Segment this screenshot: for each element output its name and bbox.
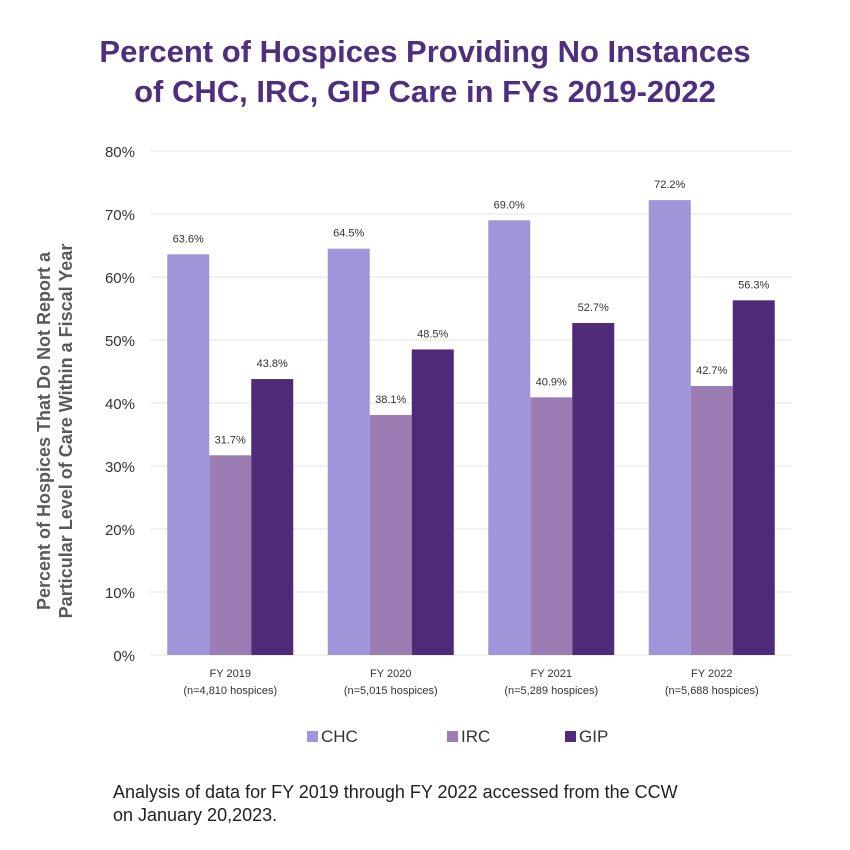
x-tick-label: FY 2019 (210, 668, 251, 680)
bar-irc (530, 397, 573, 655)
bar-irc (209, 455, 252, 655)
x-tick-label: (n=5,289 hospices) (504, 685, 598, 697)
footnote-line-1: Analysis of data for FY 2019 through FY … (113, 782, 678, 802)
x-tick-label: (n=4,810 hospices) (183, 685, 277, 697)
y-tick-label: 20% (105, 522, 135, 539)
bar-irc (690, 385, 733, 655)
x-tick-label: FY 2022 (691, 668, 732, 680)
bar-gip (411, 349, 454, 655)
bar-gip (732, 300, 775, 655)
footnote: Analysis of data for FY 2019 through FY … (113, 781, 813, 827)
y-tick-label: 10% (105, 585, 135, 602)
bar-chc (488, 220, 531, 656)
bar-chc (648, 200, 691, 655)
data-label: 72.2% (654, 179, 685, 191)
data-label: 42.7% (696, 365, 727, 377)
data-label: 40.9% (536, 376, 567, 388)
data-label: 48.5% (417, 328, 448, 340)
bar-chc (167, 254, 210, 655)
bar-gip (572, 322, 615, 655)
y-tick-label: 0% (113, 648, 135, 665)
legend-label: IRC (461, 727, 490, 746)
legend-label: GIP (579, 727, 608, 746)
y-tick-label: 40% (105, 396, 135, 413)
data-label: 64.5% (333, 228, 364, 240)
y-tick-label: 30% (105, 459, 135, 476)
data-label: 56.3% (738, 279, 769, 291)
y-axis-label: Percent of Hospices That Do Not Report a (34, 251, 54, 610)
chart-title-line-1: Percent of Hospices Providing No Instanc… (99, 34, 751, 69)
data-label: 43.8% (257, 358, 288, 370)
y-tick-label: 50% (105, 333, 135, 350)
x-tick-label: (n=5,688 hospices) (665, 685, 759, 697)
data-label: 52.7% (578, 302, 609, 314)
legend-swatch-irc (447, 731, 458, 742)
data-label: 31.7% (215, 434, 246, 446)
data-label: 38.1% (375, 394, 406, 406)
x-tick-label: FY 2021 (531, 668, 572, 680)
x-tick-label: FY 2020 (370, 668, 411, 680)
footnote-line-2: on January 20,2023. (113, 805, 278, 825)
data-label: 69.0% (494, 199, 525, 211)
legend-label: CHC (321, 727, 358, 746)
y-axis-label: Particular Level of Care Within a Fiscal… (56, 244, 76, 619)
y-tick-label: 70% (105, 207, 135, 224)
data-label: 63.6% (173, 233, 204, 245)
y-tick-label: 80% (105, 144, 135, 161)
bar-irc (369, 414, 412, 655)
legend-swatch-gip (565, 731, 576, 742)
chart-title: Percent of Hospices Providing No Instanc… (0, 32, 850, 112)
y-tick-label: 60% (105, 270, 135, 287)
x-tick-label: (n=5,015 hospices) (344, 685, 438, 697)
bar-gip (251, 379, 294, 655)
legend-swatch-chc (307, 731, 318, 742)
chart-title-line-2: of CHC, IRC, GIP Care in FYs 2019-2022 (134, 74, 716, 109)
bar-chc (327, 248, 370, 655)
